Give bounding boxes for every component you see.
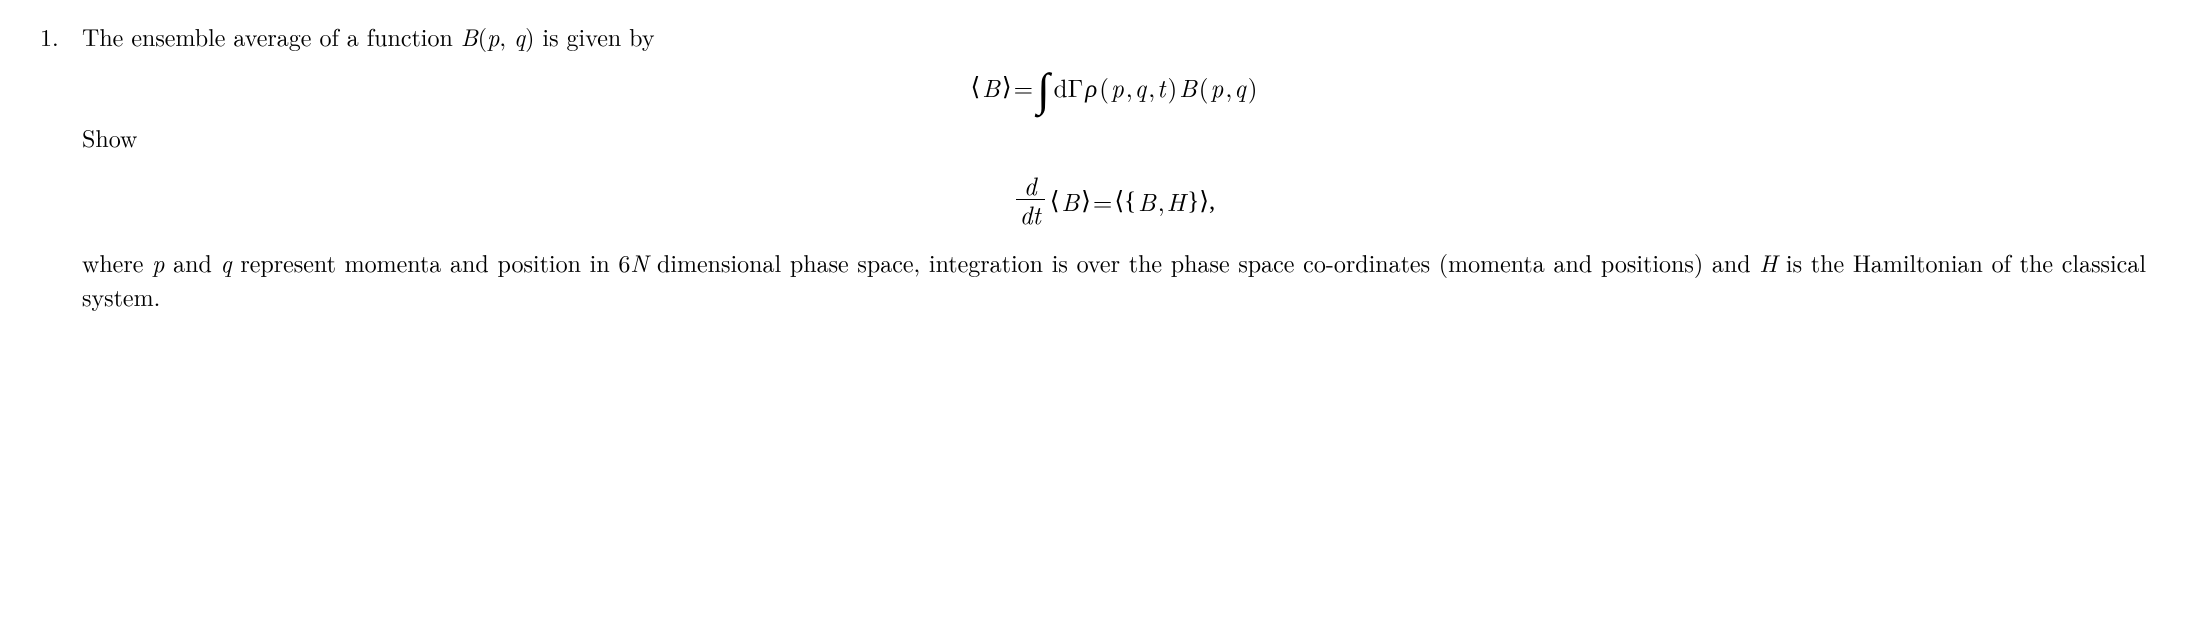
ddt-den: dt: [1020, 197, 1041, 232]
problem-body: The ensemble average of a function B(p, …: [82, 20, 2146, 320]
rho-close: ): [1167, 70, 1177, 105]
intro-paragraph: The ensemble average of a function B(p, …: [82, 20, 2146, 54]
eq1-B-open: (: [1199, 70, 1209, 105]
rho: ρ: [1085, 70, 1097, 105]
eq2-H: H: [1167, 184, 1186, 219]
intro-text-pre: The ensemble average of a function: [82, 19, 461, 53]
tail-paragraph: where p and q represent momenta and posi…: [82, 246, 2146, 313]
show-text: Show: [82, 120, 137, 154]
arg-comma: ,: [499, 19, 514, 53]
eq2-B-lhs: B: [1062, 184, 1080, 219]
tail-2: and: [164, 245, 220, 279]
tail-p: p: [152, 245, 164, 279]
function-B: B: [461, 19, 478, 53]
rho-p: p: [1111, 70, 1124, 105]
problem-item: 1. The ensemble average of a function B(…: [40, 20, 2146, 320]
eq2-rhs-c: ,: [1158, 184, 1165, 219]
eq1-B-lhs: B: [982, 70, 1000, 105]
angle-close: ⟩: [1002, 70, 1012, 105]
problem-number: 1.: [40, 20, 70, 54]
eq1-B-q: q: [1234, 70, 1246, 105]
eq2-angle-close: ⟩: [1081, 184, 1091, 219]
rho-c2: ,: [1148, 70, 1155, 105]
rho-t: t: [1157, 70, 1165, 105]
tail-1: where: [82, 245, 152, 279]
angle-open: ⟨: [970, 70, 980, 105]
eq1-B: B: [1179, 70, 1197, 105]
eq2-rhs-close: }⟩,: [1187, 184, 1215, 219]
tail-q: q: [221, 245, 232, 279]
eq2-rhs-open: ⟨{: [1114, 184, 1136, 219]
equation-1: ⟨B⟩ = ∫ dΓ ρ(p, q, t) B(p, q): [82, 68, 2146, 105]
eq1-B-c: ,: [1225, 70, 1232, 105]
show-paragraph: Show: [82, 121, 2146, 155]
eq2-equals: =: [1093, 184, 1112, 219]
tail-N: N: [630, 245, 648, 279]
rho-open: (: [1099, 70, 1109, 105]
tail-4: dimensional phase space, integration is …: [648, 245, 1759, 279]
intro-text-post: is given by: [534, 19, 654, 53]
tail-3: represent momenta and position in 6: [232, 245, 631, 279]
arg-p: p: [487, 19, 499, 53]
ddt-fraction: d dt: [1016, 173, 1045, 230]
eq1-equals: =: [1014, 70, 1033, 105]
eq2-B-rhs: B: [1138, 184, 1156, 219]
rho-q: q: [1135, 70, 1147, 105]
tail-H: H: [1759, 245, 1777, 279]
eq1-B-close: ): [1248, 70, 1258, 105]
arg-q: q: [514, 19, 525, 53]
d-gamma: dΓ: [1054, 70, 1084, 105]
rho-c1: ,: [1126, 70, 1133, 105]
equation-2: d dt ⟨B⟩ = ⟨{B, H}⟩,: [82, 168, 2146, 230]
args-open: (: [478, 19, 487, 53]
args-close: ): [525, 19, 534, 53]
eq2-angle-open: ⟨: [1050, 184, 1060, 219]
eq1-B-p: p: [1211, 70, 1224, 105]
